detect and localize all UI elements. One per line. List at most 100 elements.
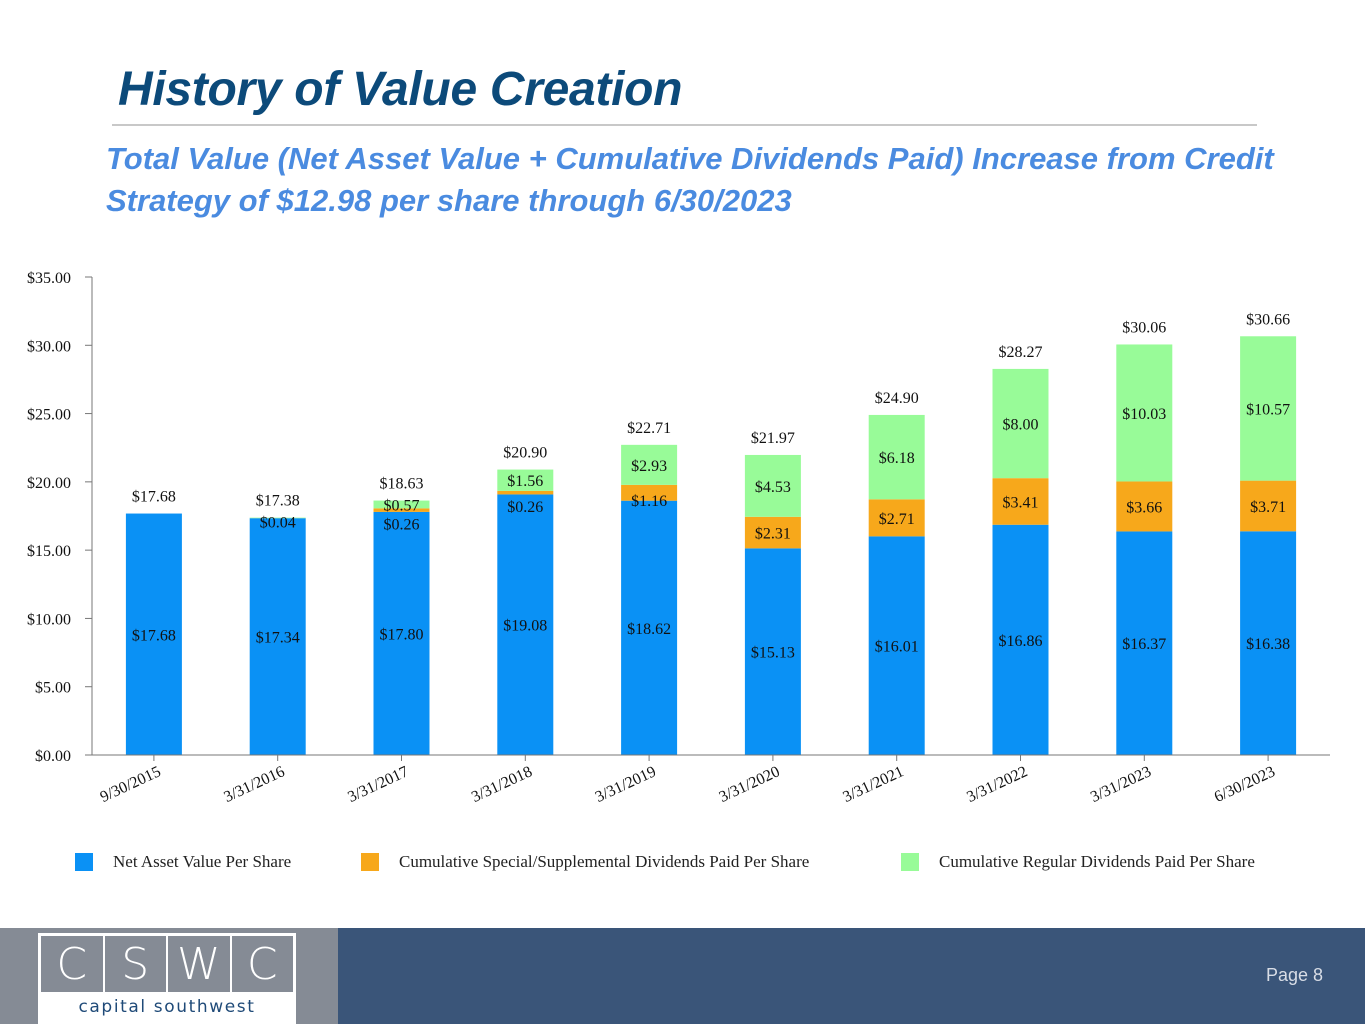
data-label-regular: $6.18 xyxy=(879,450,915,467)
logo-letter: W xyxy=(168,936,232,992)
legend-item-nav: Net Asset Value Per Share xyxy=(75,852,291,872)
data-label-total: $24.90 xyxy=(875,390,919,407)
x-tick-label: 6/30/2023 xyxy=(1212,763,1278,806)
bar-segment-nav xyxy=(249,518,306,755)
x-tick-label: 3/31/2016 xyxy=(221,763,287,806)
bar-segment-regular xyxy=(1116,344,1173,482)
bar-segment-regular xyxy=(1240,336,1297,481)
data-label-regular: $10.03 xyxy=(1122,406,1166,423)
bar-segment-special xyxy=(373,508,430,512)
data-label-total: $18.63 xyxy=(380,476,424,493)
bar-segment-nav xyxy=(497,494,554,755)
x-tick-label: 3/31/2019 xyxy=(593,763,659,806)
bar-segment-special xyxy=(1116,481,1173,532)
data-label-nav: $16.37 xyxy=(1122,636,1166,653)
legend-swatch-nav xyxy=(75,853,93,871)
bar-segment-special xyxy=(868,499,925,537)
data-label-special: $0.26 xyxy=(507,499,543,516)
data-label-regular: $10.57 xyxy=(1246,401,1290,418)
x-tick-label: 3/31/2017 xyxy=(345,763,411,806)
legend-item-special: Cumulative Special/Supplemental Dividend… xyxy=(361,852,809,872)
bar-segment-nav xyxy=(868,536,925,755)
bars: $17.68 $17.68 $17.34 $0.04 $17.38 $17.80 $0.26… xyxy=(125,311,1297,755)
bar-segment-nav xyxy=(1116,531,1173,755)
data-label-special: $3.66 xyxy=(1126,499,1162,516)
data-label-nav: $18.62 xyxy=(627,621,671,638)
logo-letters: C S W C xyxy=(41,936,293,992)
page-title: History of Value Creation xyxy=(118,63,683,116)
bar-segment-nav xyxy=(1240,531,1297,755)
legend-label-regular: Cumulative Regular Dividends Paid Per Sh… xyxy=(939,852,1255,871)
bar-segment-regular xyxy=(497,469,554,491)
stacked-bar-chart: $0.00 $5.00 $10.00 $15.00 $20.00 $25.00 $30.00… xyxy=(27,270,1330,806)
bar-segment-special xyxy=(621,484,678,501)
data-label-nav: $17.80 xyxy=(380,626,424,643)
bar-segment-special xyxy=(992,478,1049,525)
x-tick-label: 3/31/2018 xyxy=(469,763,535,806)
data-label-total: $17.68 xyxy=(132,489,176,506)
y-tick-label: $5.00 xyxy=(35,680,71,697)
footer-bar: C S W C capital southwest Page 8 xyxy=(0,928,1365,1024)
data-label-total: $20.90 xyxy=(503,445,547,462)
data-label-special: $3.71 xyxy=(1250,499,1286,516)
data-label-nav: $16.01 xyxy=(875,639,919,656)
x-tick-label: 3/31/2023 xyxy=(1088,763,1154,806)
data-label-nav: $19.08 xyxy=(503,618,547,635)
legend-label-special: Cumulative Special/Supplemental Dividend… xyxy=(399,852,810,871)
legend-swatch-regular xyxy=(901,853,919,871)
data-label-total: $17.38 xyxy=(256,493,300,510)
bar-segment-special xyxy=(1240,480,1297,532)
bar-segment-special xyxy=(497,490,554,495)
bar-segment-nav xyxy=(621,500,678,755)
data-label-special: $0.26 xyxy=(384,516,420,533)
bar-segment-regular xyxy=(992,368,1049,479)
logo-letter: S xyxy=(105,936,168,992)
y-tick-label: $15.00 xyxy=(27,543,71,560)
data-label-total: $30.06 xyxy=(1122,319,1166,336)
data-label-nav: $16.86 xyxy=(999,633,1043,650)
logo-letter: C xyxy=(246,938,278,990)
data-label-special: $3.41 xyxy=(1003,494,1039,511)
y-tick-label: $0.00 xyxy=(35,748,71,765)
data-label-nav: $16.38 xyxy=(1246,636,1290,653)
data-label-special: $2.31 xyxy=(755,526,791,543)
data-label-nav: $17.34 xyxy=(256,630,300,647)
bar-segment-nav xyxy=(373,511,430,755)
data-label-total: $21.97 xyxy=(751,430,795,447)
logo-letter: C xyxy=(41,936,105,992)
bar-segment-special xyxy=(744,516,801,549)
page-subtitle: Total Value (Net Asset Value + Cumulativ… xyxy=(106,141,1274,218)
x-tick-label: 3/31/2022 xyxy=(964,763,1030,806)
data-label-regular: $0.04 xyxy=(260,515,296,532)
x-axis: 9/30/2015 3/31/2016 3/31/2017 3/31/2018 3/31… xyxy=(92,754,1330,806)
data-label-regular: $1.56 xyxy=(507,473,543,490)
data-label-regular: $8.00 xyxy=(1003,417,1039,434)
x-tick-label: 3/31/2021 xyxy=(840,763,906,806)
x-tick-label: 9/30/2015 xyxy=(98,763,164,806)
legend-swatch-special xyxy=(361,853,379,871)
bar-segment-nav xyxy=(125,513,182,755)
y-axis: $0.00 $5.00 $10.00 $15.00 $20.00 $25.00 $30.00… xyxy=(27,270,93,765)
legend-item-regular: Cumulative Regular Dividends Paid Per Sh… xyxy=(901,852,1255,872)
bar-segment-regular xyxy=(249,517,306,519)
y-tick-label: $10.00 xyxy=(27,611,71,628)
y-tick-label: $35.00 xyxy=(27,270,71,287)
data-label-regular: $0.57 xyxy=(384,498,420,515)
legend-label-nav: Net Asset Value Per Share xyxy=(113,852,292,871)
logo-tagline: capital southwest xyxy=(78,997,256,1017)
bar-segment-nav xyxy=(744,548,801,755)
data-label-special: $2.71 xyxy=(879,511,915,528)
bar-segment-regular xyxy=(621,444,678,485)
data-label-regular: $4.53 xyxy=(755,479,791,496)
data-label-nav: $17.68 xyxy=(132,627,176,644)
y-tick-label: $25.00 xyxy=(27,407,71,424)
y-tick-label: $20.00 xyxy=(27,475,71,492)
data-label-regular: $2.93 xyxy=(631,458,667,475)
data-label-total: $22.71 xyxy=(627,420,671,437)
cswc-logo: C S W C capital southwest xyxy=(38,933,296,1024)
bar-segment-regular xyxy=(373,500,430,509)
title-divider xyxy=(112,124,1257,126)
footer-logo-panel: C S W C capital southwest xyxy=(0,928,338,1024)
x-tick-label: 3/31/2020 xyxy=(717,763,783,806)
page-number: Page 8 xyxy=(1265,965,1323,985)
